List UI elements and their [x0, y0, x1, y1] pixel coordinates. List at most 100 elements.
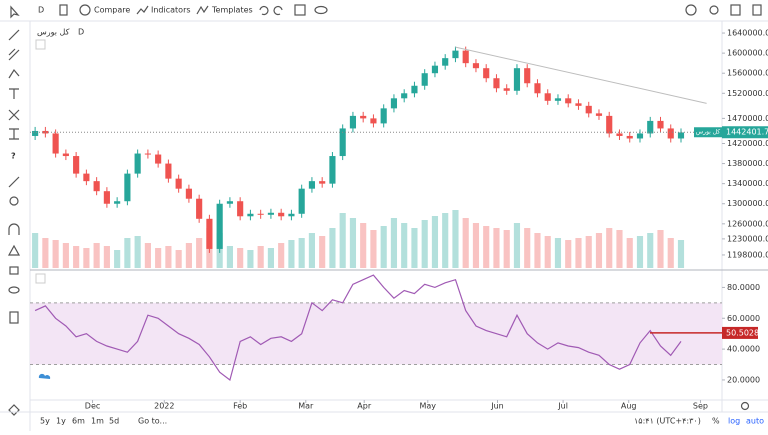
range-button[interactable]: 5d [109, 417, 119, 426]
volume-bar [626, 238, 633, 268]
trendline-tool[interactable] [8, 29, 20, 41]
visibility-tool[interactable] [8, 286, 20, 294]
volume-bar [144, 243, 151, 268]
candle-body [32, 130, 39, 136]
volume-bar [278, 243, 285, 268]
fullscreen-button[interactable] [294, 4, 306, 16]
candle-body [308, 181, 316, 189]
fib-tool[interactable] [8, 48, 20, 61]
cursor-tool[interactable] [10, 5, 20, 19]
candle-body [626, 135, 633, 139]
goto-button[interactable]: Go to... [138, 417, 167, 426]
snapshot-button[interactable] [730, 4, 741, 16]
prediction-tool[interactable] [8, 109, 20, 121]
volume-bar [360, 223, 367, 268]
candle-body [595, 113, 603, 116]
last-price-label: 1442401.74 [726, 128, 768, 137]
candle-body [114, 201, 121, 204]
x-tick-label: Dec [85, 402, 100, 411]
interval-button[interactable]: D [38, 6, 44, 15]
drawing-mode-tool[interactable] [7, 244, 21, 256]
share-button[interactable] [709, 5, 719, 15]
candle-body [442, 58, 449, 66]
x-tick-label: May [419, 402, 436, 411]
legend-symbol: کل بورس [37, 28, 70, 37]
last-price-box [722, 126, 768, 139]
hide-button[interactable] [314, 5, 328, 15]
candle-body [206, 218, 213, 249]
ruler-tool[interactable] [8, 176, 20, 188]
question-tool[interactable]: ? [11, 152, 16, 161]
last-price-tag-box [694, 127, 722, 138]
lock-tool[interactable] [9, 266, 19, 275]
candle-body [616, 133, 623, 136]
rsi-last-label: 50.5028 [726, 328, 759, 337]
candle-body [360, 115, 367, 119]
measure-tool[interactable] [9, 128, 19, 140]
y-tick-label: 1340000.00 [727, 179, 768, 188]
percent-toggle[interactable]: % [712, 417, 720, 426]
log-toggle[interactable]: log [728, 417, 740, 426]
chart-type-icon[interactable] [59, 4, 68, 16]
y-tick-label: 1470000.00 [727, 114, 768, 123]
y-tick-label: 1380000.00 [727, 159, 768, 168]
y-tick-label: 1420000.00 [727, 139, 768, 148]
y-tick-label: 1640000.00 [727, 29, 768, 38]
range-button[interactable]: 1m [91, 417, 104, 426]
candle-body [657, 120, 664, 129]
candle-body [606, 115, 613, 134]
cloud-icon [38, 373, 51, 379]
auto-toggle[interactable]: auto [746, 417, 764, 426]
volume-bar [513, 223, 521, 268]
candle-body [165, 163, 172, 179]
clock: ۱۵:۴۱ (UTC+۴:۳۰) [634, 417, 701, 426]
volume-bar [175, 250, 182, 268]
candle-body [73, 156, 80, 174]
collapse-button[interactable] [35, 39, 46, 50]
range-button[interactable]: 5y [40, 417, 50, 426]
volume-bar [257, 246, 264, 268]
layers-tool[interactable] [8, 404, 20, 416]
candle-body [493, 78, 500, 89]
compare-button[interactable]: Compare [94, 6, 130, 15]
volume-bar [247, 250, 254, 268]
volume-bar [32, 233, 39, 268]
candle-body [647, 120, 654, 134]
trend-line [455, 46, 707, 104]
compare-icon[interactable] [79, 4, 91, 16]
axis-settings[interactable] [740, 401, 750, 411]
templates-button[interactable]: Templates [211, 6, 253, 15]
volume-bar [606, 228, 613, 268]
zoom-tool[interactable] [9, 196, 19, 206]
indicators-button[interactable]: Indicators [151, 6, 191, 15]
volume-bar [155, 248, 162, 268]
candle-body [83, 173, 90, 182]
candle-body [677, 132, 685, 139]
delete-button[interactable] [752, 4, 762, 16]
remove-tool[interactable] [9, 311, 19, 324]
candle-body [544, 93, 551, 101]
volume-bar [52, 240, 59, 268]
candle-body [185, 188, 192, 199]
volume-bar [124, 238, 131, 268]
volume-bar [554, 238, 562, 268]
volume-bar [616, 230, 623, 268]
settings-button[interactable] [685, 4, 697, 16]
range-button[interactable]: 6m [72, 417, 85, 426]
templates-icon[interactable] [196, 5, 209, 15]
text-tool[interactable] [9, 88, 19, 99]
x-tick-label: Mar [298, 402, 314, 411]
undo-button[interactable] [259, 5, 269, 16]
redo-button[interactable] [273, 5, 283, 16]
y-tick-label: 1260000.00 [727, 219, 768, 228]
pattern-tool[interactable] [8, 68, 20, 79]
volume-bar [349, 218, 357, 268]
candle-body [52, 133, 59, 154]
indicators-icon[interactable] [136, 5, 149, 15]
magnet-tool[interactable] [8, 223, 20, 235]
volume-bar [524, 228, 531, 268]
volume-bar [83, 248, 90, 268]
range-button[interactable]: 1y [56, 417, 66, 426]
rsi-collapse-button[interactable] [35, 273, 46, 284]
candle-body [667, 128, 674, 139]
